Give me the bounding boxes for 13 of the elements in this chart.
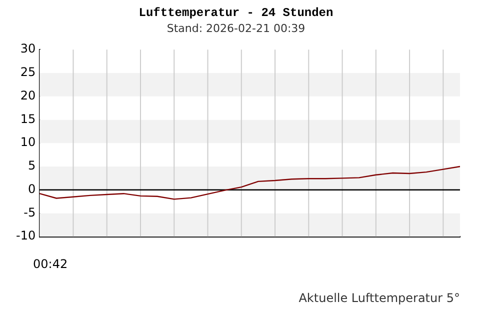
y-tick-label: 30 bbox=[20, 42, 36, 56]
chart-title: Lufttemperatur - 24 Stunden bbox=[138, 6, 334, 20]
y-tick-label: 10 bbox=[20, 135, 36, 150]
text: 00:42 bbox=[33, 257, 68, 271]
text: Aktuelle Lufttemperatur 5° bbox=[298, 291, 460, 305]
y-tick-label: -10 bbox=[16, 228, 36, 243]
y-tick-label: 15 bbox=[20, 112, 36, 126]
y-tick-label: 5 bbox=[28, 158, 36, 173]
y-tick-label: 0 bbox=[28, 182, 36, 196]
y-tick-label: 20 bbox=[20, 88, 36, 102]
chart-subtitle: Stand: 2026-02-21 00:39 bbox=[166, 22, 306, 35]
y-tick-label: -5 bbox=[24, 205, 36, 220]
y-tick-label: 25 bbox=[20, 65, 36, 80]
